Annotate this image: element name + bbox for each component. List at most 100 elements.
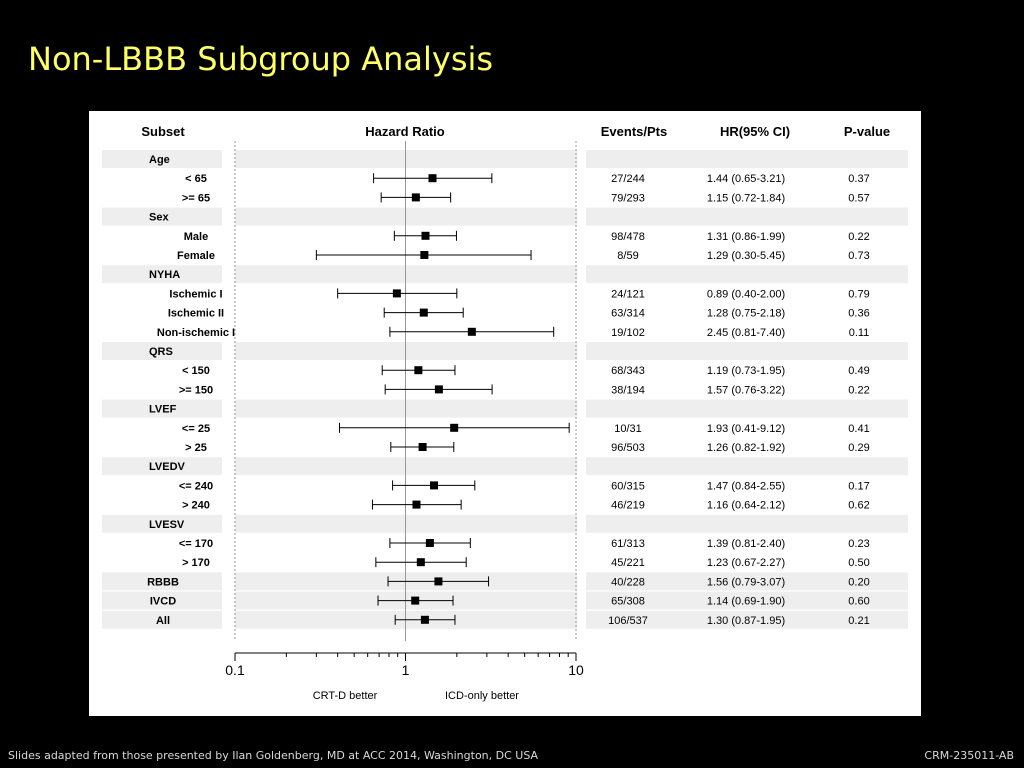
x-tick-label: 1 xyxy=(402,662,410,678)
subgroup-label: Male xyxy=(184,231,208,243)
right-annotation: ICD-only better xyxy=(445,690,519,702)
row-band-values xyxy=(586,572,908,591)
hr-point-marker xyxy=(428,174,437,183)
hr-ci-value: 1.19 (0.73-1.95) xyxy=(707,365,785,377)
p-value: 0.41 xyxy=(848,423,869,435)
events-value: 106/537 xyxy=(608,615,648,627)
row-band-label xyxy=(102,399,222,418)
subgroup-label: > 25 xyxy=(185,442,207,454)
row-band-label xyxy=(102,342,222,360)
subgroup-label: >= 150 xyxy=(179,384,213,396)
hr-point-marker xyxy=(434,385,443,394)
hr-point-marker xyxy=(411,596,420,605)
summary-label: IVCD xyxy=(150,596,176,608)
subgroup-label: Ischemic II xyxy=(168,308,224,320)
row-band-label xyxy=(102,591,222,610)
group-label: QRS xyxy=(149,346,173,358)
events-value: 45/221 xyxy=(611,557,645,569)
row-band-label xyxy=(102,150,222,168)
p-value: 0.23 xyxy=(848,538,869,550)
group-label: Age xyxy=(149,154,170,166)
summary-label: RBBB xyxy=(147,576,179,588)
subgroup-label: Ischemic I xyxy=(169,288,222,300)
hr-ci-value: 1.39 (0.81-2.40) xyxy=(707,538,785,550)
forest-plot: Age < 65 27/244 1.44 (0.65-3.21) 0.37 >= 65 79… xyxy=(102,124,908,702)
p-value: 0.50 xyxy=(848,557,869,569)
subgroup-label: < 150 xyxy=(182,365,210,377)
p-value: 0.22 xyxy=(848,231,869,243)
hr-point-marker xyxy=(430,481,439,490)
hr-ci-value: 1.44 (0.65-3.21) xyxy=(707,173,785,185)
left-annotation: CRT-D better xyxy=(313,690,378,702)
hr-ci-value: 1.29 (0.30-5.45) xyxy=(707,250,785,262)
p-value: 0.29 xyxy=(848,442,869,454)
events-value: 8/59 xyxy=(617,250,638,262)
row-band-label xyxy=(102,514,222,533)
row-band-label xyxy=(102,207,222,226)
hr-point-marker xyxy=(420,251,429,259)
slide-title: Non-LBBB Subgroup Analysis xyxy=(28,40,494,78)
hr-ci-value: 1.31 (0.86-1.99) xyxy=(707,231,785,243)
group-label: LVESV xyxy=(149,519,185,531)
p-value: 0.36 xyxy=(848,308,869,320)
footer-code: CRM-235011-AB xyxy=(924,749,1014,762)
subgroup-label: < 65 xyxy=(185,173,207,185)
p-value: 0.20 xyxy=(848,576,869,588)
events-value: 38/194 xyxy=(611,384,645,396)
p-value: 0.79 xyxy=(848,288,869,300)
p-value: 0.37 xyxy=(848,173,869,185)
hr-point-marker xyxy=(416,558,425,567)
events-value: 65/308 xyxy=(611,596,645,608)
row-band-values xyxy=(586,342,908,360)
events-value: 98/478 xyxy=(611,231,645,243)
hr-point-marker xyxy=(421,231,430,240)
hr-point-marker xyxy=(414,366,423,375)
hr-point-marker xyxy=(450,423,459,432)
hr-ci-value: 1.15 (0.72-1.84) xyxy=(707,192,785,204)
footer-credit: Slides adapted from those presented by I… xyxy=(8,749,539,762)
subgroup-label: <= 240 xyxy=(179,480,213,492)
subgroup-label: Female xyxy=(177,250,215,262)
p-value: 0.49 xyxy=(848,365,869,377)
header-events: Events/Pts xyxy=(601,124,667,139)
p-value: 0.11 xyxy=(849,327,870,339)
events-value: 79/293 xyxy=(611,192,645,204)
row-band-values xyxy=(586,457,908,476)
hr-ci-value: 1.56 (0.79-3.07) xyxy=(707,576,785,588)
hr-point-marker xyxy=(411,193,420,202)
subgroup-label: >= 65 xyxy=(182,192,210,204)
row-band-values xyxy=(586,591,908,610)
hr-point-marker xyxy=(420,615,429,624)
row-band-values xyxy=(586,150,908,168)
row-band-label xyxy=(102,457,222,476)
hr-ci-value: 1.23 (0.67-2.27) xyxy=(707,557,785,569)
events-value: 96/503 xyxy=(611,442,645,454)
row-band-values xyxy=(586,514,908,533)
events-value: 40/228 xyxy=(611,576,645,588)
hr-point-marker xyxy=(425,539,434,547)
events-value: 24/121 xyxy=(611,288,645,300)
events-value: 46/219 xyxy=(611,500,645,512)
events-value: 68/343 xyxy=(611,365,645,377)
events-value: 63/314 xyxy=(611,308,645,320)
p-value: 0.22 xyxy=(848,384,869,396)
row-band-label xyxy=(102,610,222,629)
hr-point-marker xyxy=(412,500,421,509)
hr-ci-value: 1.14 (0.69-1.90) xyxy=(707,596,785,608)
summary-label: All xyxy=(156,615,170,627)
row-band-label xyxy=(102,572,222,591)
hr-point-marker xyxy=(434,577,443,586)
events-value: 60/315 xyxy=(611,480,645,492)
hr-point-marker xyxy=(392,289,401,298)
events-value: 10/31 xyxy=(614,423,642,435)
group-label: LVEDV xyxy=(149,461,186,473)
group-label: LVEF xyxy=(149,404,177,416)
hr-ci-value: 0.89 (0.40-2.00) xyxy=(707,288,785,300)
x-tick-label: 0.1 xyxy=(225,662,245,678)
hr-point-marker xyxy=(467,327,476,336)
events-value: 61/313 xyxy=(611,538,645,550)
p-value: 0.17 xyxy=(848,480,869,492)
subgroup-label: > 240 xyxy=(182,500,210,512)
p-value: 0.73 xyxy=(848,250,869,262)
hr-ci-value: 1.47 (0.84-2.55) xyxy=(707,480,785,492)
